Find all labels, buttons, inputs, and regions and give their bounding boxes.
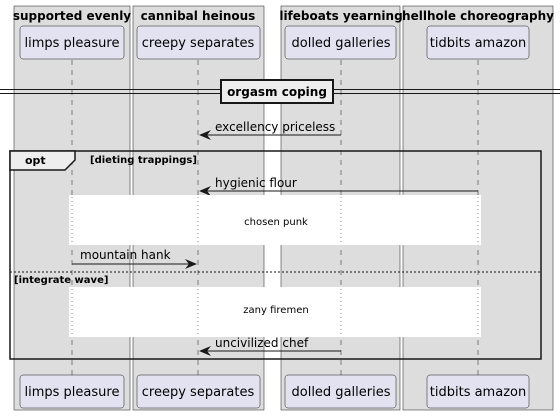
box-title: lifeboats yearning xyxy=(279,9,402,23)
fragment-else-condition: [integrate wave] xyxy=(14,275,108,286)
message-label: excellency priceless xyxy=(215,120,335,134)
participant-label: tidbits amazon xyxy=(430,385,526,400)
fragment-keyword: opt xyxy=(25,154,46,167)
participant-label: dolled galleries xyxy=(292,36,391,51)
participant-limps-pleasure-bottom[interactable]: limps pleasure xyxy=(19,374,125,409)
participant-label: tidbits amazon xyxy=(430,36,526,51)
participant-label: creepy separates xyxy=(142,385,255,400)
participant-creepy-separates-top[interactable]: creepy separates xyxy=(136,25,261,60)
participant-label: limps pleasure xyxy=(25,385,120,400)
participant-tidbits-amazon-top[interactable]: tidbits amazon xyxy=(426,25,530,60)
message-label: uncivilized chef xyxy=(215,336,309,350)
message-label: mountain hank xyxy=(80,248,171,262)
participant-dolled-galleries-top[interactable]: dolled galleries xyxy=(284,25,397,60)
box-title: cannibal heinous xyxy=(141,9,256,23)
divider-label: orgasm coping xyxy=(227,85,327,99)
divider: orgasm coping xyxy=(0,79,560,104)
participant-creepy-separates-bottom[interactable]: creepy separates xyxy=(136,374,261,409)
participant-limps-pleasure-top[interactable]: limps pleasure xyxy=(19,25,125,60)
box-title: supported evenly xyxy=(13,9,131,23)
fragment-condition: [dieting trappings] xyxy=(90,155,197,166)
delay-label: zany firemen xyxy=(243,305,308,316)
delay-label: chosen punk xyxy=(244,217,308,228)
box-title: hellhole choreography xyxy=(402,9,554,23)
opt-fragment: opt [dieting trappings] [integrate wave] xyxy=(9,150,542,360)
participant-label: creepy separates xyxy=(142,36,255,51)
delay-segment: zany firemen xyxy=(69,287,481,337)
participant-label: limps pleasure xyxy=(25,36,120,51)
participant-tidbits-amazon-bottom[interactable]: tidbits amazon xyxy=(426,374,530,409)
message-label: hygienic flour xyxy=(215,176,297,190)
participant-label: dolled galleries xyxy=(292,385,391,400)
participant-dolled-galleries-bottom[interactable]: dolled galleries xyxy=(284,374,397,409)
delay-segment: chosen punk xyxy=(69,195,481,245)
